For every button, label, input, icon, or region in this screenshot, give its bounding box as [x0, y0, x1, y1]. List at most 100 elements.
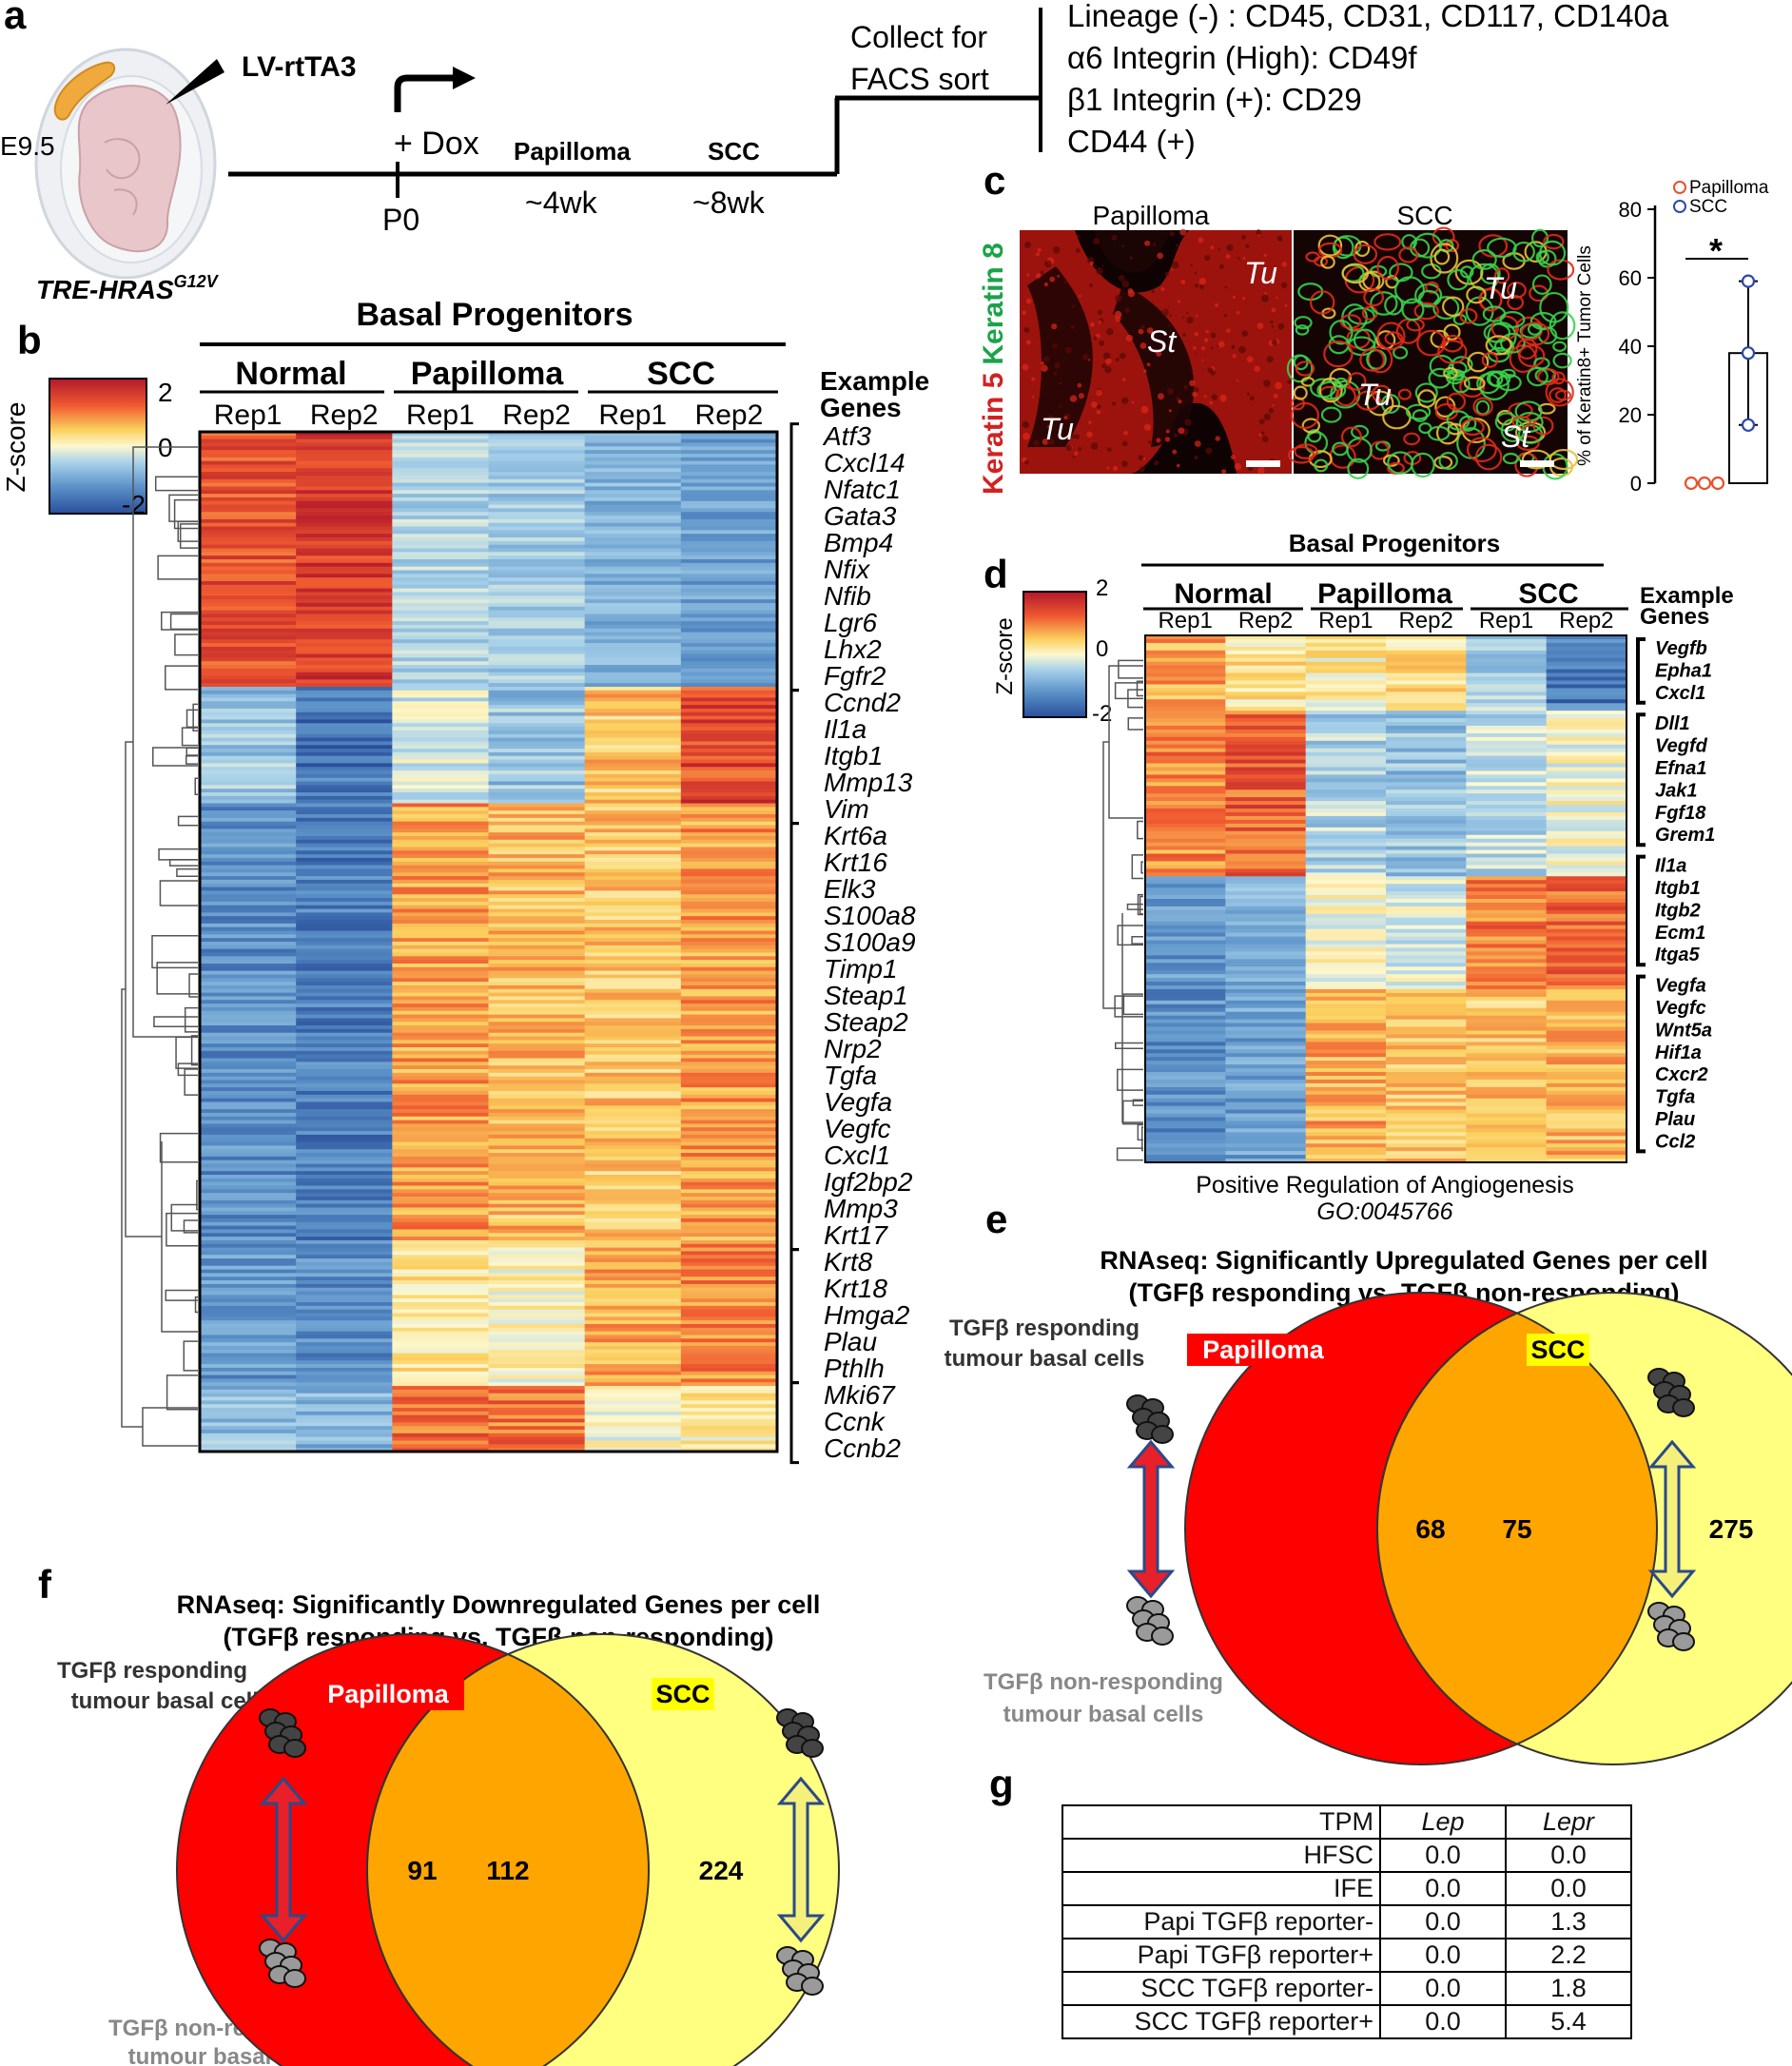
rep-label: Rep1: [598, 400, 667, 431]
rep-label: Rep2: [310, 400, 379, 431]
dendrogram-branch: [1137, 1123, 1143, 1141]
gene-label: Steap1: [824, 981, 908, 1010]
table-cell: Papi TGFβ reporter+: [1062, 1938, 1381, 1973]
dendrogram-branch: [185, 754, 198, 765]
y-tick-label: 80: [1619, 198, 1642, 222]
data-point-papilloma: [1710, 476, 1725, 491]
gene-label: Cxcl14: [824, 448, 906, 478]
rep-label: Rep2: [1559, 608, 1613, 633]
micrograph-scc: [1286, 226, 1579, 480]
gene-label: Mki67: [824, 1380, 896, 1410]
venn-f-responding-1: TGFβ responding: [57, 1658, 247, 1684]
heatmap-b-title: Basal Progenitors: [357, 297, 633, 333]
venn-overlap: [1376, 1312, 1658, 1745]
table-cell: 2.2: [1505, 1938, 1632, 1973]
venn-label-scc: SCC: [655, 1680, 710, 1708]
scale-tick-2-b: 2: [158, 378, 173, 407]
dendrogram-branch: [1115, 1042, 1143, 1050]
legend-marker: [1673, 181, 1686, 194]
table-cell: 0.0: [1505, 1871, 1632, 1906]
gene-label: Itga5: [1655, 945, 1701, 965]
facs-marker-3: β1 Integrin (+): CD29: [1067, 82, 1362, 117]
dendrogram-branch: [1127, 717, 1143, 731]
dendrogram-branch: [1136, 680, 1143, 697]
dendrogram-branch: [185, 747, 198, 756]
dendrogram-branch: [183, 1340, 198, 1372]
y-tick-label: 0: [1630, 472, 1642, 496]
gene-label: Ecm1: [1655, 923, 1705, 944]
gene-group-bracket: [1636, 854, 1646, 967]
table-cell: 5.4: [1505, 2004, 1632, 2039]
rep-label: Rep2: [1238, 608, 1293, 633]
gene-label: Fgfr2: [824, 661, 886, 691]
table-cell: SCC TGFβ reporter-: [1062, 1971, 1381, 2006]
stage-label: E9.5: [0, 131, 55, 161]
table-cell: 0.0: [1379, 1971, 1507, 2006]
panel-letter-f: f: [38, 1562, 52, 1607]
rep-labels-d: Rep1 Rep2 Rep1 Rep2 Rep1 Rep2: [1158, 608, 1613, 633]
dendrogram-branch: [188, 973, 198, 998]
dendrogram-branch: [1118, 659, 1143, 679]
table-row: Papi TGFβ reporter- 0.0 1.3: [1062, 1904, 1632, 1939]
gene-label: Ccnk: [824, 1407, 886, 1436]
table-row: IFE 0.0 0.0: [1062, 1871, 1632, 1906]
label-bg-papilloma: [312, 1678, 464, 1710]
venn-e-nonresp-2: tumour basal cells: [1003, 1702, 1204, 1727]
gene-label: Mmp13: [824, 768, 913, 797]
vector-label: LV-rtTA3: [242, 51, 357, 83]
dendrogram-branch: [152, 747, 198, 767]
group-normal-b: Normal: [235, 356, 346, 392]
gene-group-bracket: [1636, 974, 1646, 1154]
gene-label: Krt17: [824, 1220, 888, 1250]
gene-label: Epha1: [1655, 660, 1712, 681]
rep-labels-b: Rep1 Rep2 Rep1 Rep2 Rep1 Rep2: [214, 400, 764, 431]
image-label-scc: SCC: [1396, 201, 1452, 230]
table-header-cell: TPM: [1062, 1804, 1381, 1840]
dendrogram-branch: [153, 1016, 198, 1027]
gene-label: Krt8: [824, 1247, 873, 1277]
gene-label: Vim: [824, 794, 869, 824]
dendrogram-branch: [1126, 903, 1143, 910]
gene-label: Atf3: [822, 421, 871, 451]
y-axis-label: % of Keratin8+ Tumor Cells: [1575, 245, 1595, 466]
group-normal-d: Normal: [1174, 578, 1272, 610]
venn-e-responding-2: tumour basal cells: [945, 1346, 1145, 1372]
region-tu-2: Tu: [1041, 412, 1074, 446]
venn-count-shared: 112: [486, 1856, 529, 1885]
dendrogram-branch: [154, 476, 198, 492]
table-row: SCC TGFβ reporter+ 0.0 5.4: [1062, 2004, 1632, 2039]
scc-stage-label: SCC: [708, 137, 760, 166]
rep-label: Rep1: [1479, 608, 1533, 633]
table-cell: SCC TGFβ reporter+: [1062, 2004, 1381, 2039]
gene-label: Il1a: [1655, 856, 1686, 877]
dendrogram-branch: [181, 727, 198, 747]
dendrogram-branch: [165, 1289, 198, 1301]
promoter-arrow-head: [453, 67, 476, 89]
go-term-id: GO:0045766: [1316, 1199, 1452, 1225]
dendrogram-branch: [1140, 861, 1143, 874]
go-term-label: Positive Regulation of Angiogenesis: [1196, 1172, 1574, 1199]
panel-b: b Basal Progenitors Normal Papilloma SCC…: [1, 297, 929, 1465]
example-genes-d-1: Example: [1640, 583, 1734, 609]
venn-e-title-1: RNAseq: Significantly Upregulated Genes …: [1100, 1246, 1707, 1275]
facs-marker-4: CD44 (+): [1067, 124, 1196, 159]
gene-label: Lgr6: [824, 608, 877, 637]
collect-label-1: Collect for: [850, 20, 987, 54]
venn-count-papilloma: 91: [407, 1856, 437, 1885]
gene-label: Timp1: [824, 954, 898, 984]
dendrogram-branch: [174, 633, 198, 656]
gene-label: Vegfa: [824, 1087, 892, 1117]
gene-label: Elk3: [824, 874, 876, 904]
gene-label: Itgb2: [1655, 900, 1701, 921]
region-tu-4: Tu: [1358, 378, 1392, 412]
example-genes-b-2: Genes: [820, 393, 902, 422]
dendrogram-branch: [190, 1035, 198, 1066]
venn-f-title-1: RNAseq: Significantly Downregulated Gene…: [177, 1590, 821, 1619]
gene-group-bracket: [789, 1248, 799, 1385]
panel-letter-b: b: [17, 318, 42, 362]
dox-label: + Dox: [394, 126, 479, 162]
gene-label: Ccnb2: [824, 1433, 901, 1463]
table-header-cell: Lepr: [1505, 1804, 1632, 1840]
gene-label: Tgfa: [1655, 1087, 1695, 1108]
region-tu-1: Tu: [1244, 256, 1277, 290]
